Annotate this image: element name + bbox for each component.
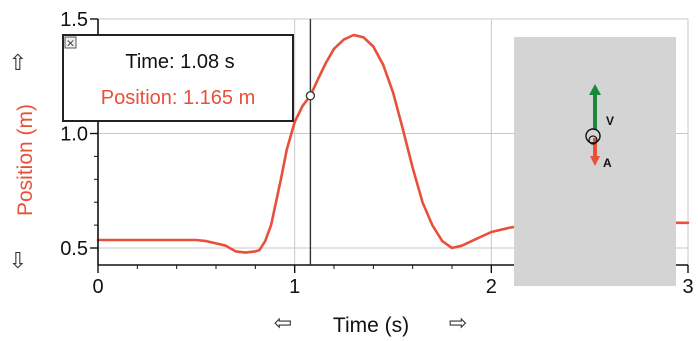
y-tick-label: 1.0 <box>60 124 88 146</box>
y-tick-label: 0.5 <box>60 238 88 260</box>
velocity-arrowhead <box>589 84 601 95</box>
grid <box>98 18 689 265</box>
series-layer <box>96 33 690 254</box>
scroll-down-arrow-icon[interactable]: ⇩ <box>9 249 27 274</box>
scroll-right-arrow-icon[interactable]: ⇨ <box>449 311 467 336</box>
readout-box: × Time: 1.08 s Position: 1.165 m <box>62 34 294 122</box>
x-tick-label: 0 <box>92 276 103 298</box>
x-tick-label: 1 <box>289 276 300 298</box>
close-icon[interactable] <box>64 36 77 49</box>
velocity-label: V <box>606 114 614 128</box>
position-series-line <box>96 33 690 254</box>
x-axis-title: Time (s) <box>333 314 409 337</box>
readout-frame <box>62 34 294 122</box>
y-tick-label: 1.5 <box>60 9 88 31</box>
x-ticks: 0 1 2 3 <box>92 265 694 298</box>
object-marker <box>585 128 601 144</box>
scroll-up-arrow-icon[interactable]: ⇧ <box>9 51 27 76</box>
y-axis-title: Position (m) <box>14 104 37 216</box>
cursor-point[interactable] <box>305 91 316 101</box>
close-glyph: × <box>66 37 75 50</box>
motion-diagram: V A <box>514 37 676 286</box>
x-tick-label: 2 <box>486 276 497 298</box>
acceleration-label: A <box>603 156 612 170</box>
readout-position: Position: 1.165 m <box>101 87 256 109</box>
scroll-left-arrow-icon[interactable]: ⇦ <box>274 311 292 336</box>
readout-time: Time: 1.08 s <box>125 51 234 73</box>
x-tick-label: 3 <box>682 276 693 298</box>
object-marker-inner <box>588 135 598 145</box>
acceleration-arrowhead <box>590 156 600 166</box>
